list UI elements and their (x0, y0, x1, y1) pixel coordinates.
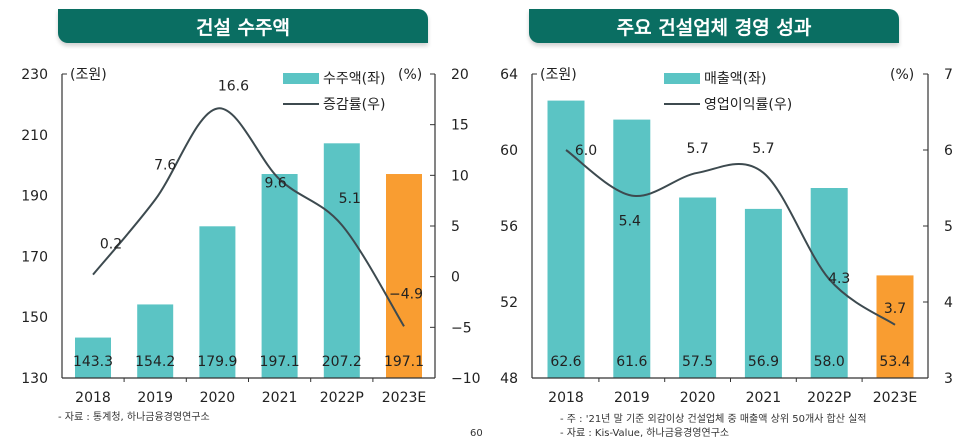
chart1-right-tick-label: 15 (451, 118, 469, 134)
chart1-source: - 자료 : 통계청, 하나금융경영연구소 (58, 412, 210, 423)
chart2-left-tick-label: 52 (500, 295, 518, 311)
chart2-note: - 주 : '21년 말 기준 외감이상 건설업체 중 매출액 상위 50개사 … (560, 414, 867, 425)
chart2-right-tick-label: 7 (944, 67, 953, 83)
chart2-line-value-label: 6.0 (575, 143, 597, 159)
chart2-right-tick-label: 5 (944, 219, 953, 235)
chart1-bar-value-label: 197.1 (260, 354, 300, 370)
chart2-line-series (565, 149, 896, 326)
chart1-left-tick-label: 170 (21, 249, 48, 265)
chart1-left-tick-label: 230 (21, 67, 48, 83)
chart2-left-unit-label: (조원) (540, 67, 577, 83)
chart2-left-tick-label: 64 (500, 67, 518, 83)
chart1-bar (137, 304, 174, 378)
chart1-bar-value-label: 179.9 (197, 354, 237, 370)
chart1-x-tick-label: 2021 (262, 390, 298, 406)
chart2-left-tick-label: 56 (500, 219, 518, 235)
chart2-x-tick-label: 2020 (680, 390, 716, 406)
chart2-right-unit-label: (%) (890, 67, 914, 83)
chart1-bar-value-label: 154.2 (135, 354, 175, 370)
chart1-line-value-label: 7.6 (154, 158, 176, 174)
chart2-line-value-label: 5.7 (686, 141, 708, 157)
chart2-line-value-label: 3.7 (884, 301, 906, 317)
chart2-right-tick-label: 4 (944, 295, 953, 311)
chart1-right-tick-label: 0 (451, 270, 460, 286)
chart1-left-tick-label: 190 (21, 189, 48, 205)
chart2-x-tick-label: 2023E (873, 390, 917, 406)
chart1-legend-bar-label: 수주액(좌) (323, 71, 385, 87)
chart2-bar-value-label: 57.5 (682, 354, 713, 370)
chart1-bar (261, 174, 298, 378)
chart2-title: 주요 건설업체 경영 성과 (529, 9, 899, 43)
chart2-right-tick-label: 3 (944, 371, 953, 387)
chart2-x-tick-label: 2022P (807, 390, 851, 406)
chart1-right-tick-label: −5 (451, 320, 472, 336)
chart1-x-tick-label: 2023E (382, 390, 426, 406)
chart1-left-tick-label: 210 (21, 128, 48, 144)
chart2-bar (810, 188, 848, 378)
chart2-bar (744, 208, 782, 378)
chart1-line-value-label: 16.6 (218, 78, 249, 94)
chart2-left-tick-label: 60 (500, 143, 518, 159)
chart2-bar-value-label: 61.6 (616, 354, 647, 370)
chart1-right-tick-label: −10 (451, 371, 481, 387)
chart1-bar (323, 143, 360, 378)
chart2-source: - 자료 : Kis-Value, 하나금융경영연구소 (560, 428, 730, 439)
chart2-bar-value-label: 56.9 (748, 354, 779, 370)
chart1-left-unit-label: (조원) (70, 67, 107, 83)
chart2-legend-bar-label: 매출액(좌) (704, 71, 766, 87)
chart1-bar-value-label: 207.2 (322, 354, 362, 370)
chart1-line-series (92, 107, 405, 327)
chart2-legend-bar-swatch (664, 73, 700, 84)
chart2-bar-value-label: 58.0 (814, 354, 845, 370)
chart1-left-tick-label: 150 (21, 310, 48, 326)
chart1-bar (75, 337, 111, 378)
chart1-line-value-label: 0.2 (100, 237, 122, 253)
chart1-legend-line-label: 증감률(우) (323, 97, 385, 113)
chart2-x-tick-label: 2021 (746, 390, 782, 406)
chart2-bar (613, 119, 651, 378)
chart2-line-value-label: 5.4 (619, 214, 641, 230)
chart2-left-tick-label: 48 (500, 371, 518, 387)
chart1-x-tick-label: 2022P (320, 390, 364, 406)
chart1-line-value-label: −4.9 (389, 286, 423, 302)
chart2-line-value-label: 5.7 (752, 141, 774, 157)
chart1-left-tick-label: 130 (21, 371, 48, 387)
chart2-bar (876, 275, 914, 378)
chart2-bar (547, 100, 585, 378)
chart2-bar-value-label: 62.6 (550, 354, 581, 370)
chart1-x-tick-label: 2020 (200, 390, 236, 406)
chart2-bar (679, 197, 717, 378)
chart2-x-tick-label: 2018 (548, 390, 584, 406)
page-number: 60 (470, 428, 483, 439)
chart2-legend-line-label: 영업이익률(우) (704, 97, 792, 113)
chart2-bar-value-label: 53.4 (879, 354, 910, 370)
chart1-bar (386, 174, 422, 378)
chart1-legend-bar-swatch (283, 73, 319, 84)
chart2-right-tick-label: 6 (944, 143, 953, 159)
chart1-bar-value-label: 197.1 (384, 354, 424, 370)
chart1-right-tick-label: 20 (451, 67, 469, 83)
chart1-line-value-label: 5.1 (339, 191, 361, 207)
chart1-line-value-label: 9.6 (264, 175, 286, 191)
chart1-title: 건설 수주액 (58, 9, 428, 43)
chart2-line-value-label: 4.3 (828, 271, 850, 287)
chart1-right-tick-label: 5 (451, 219, 460, 235)
chart2-x-tick-label: 2019 (614, 390, 650, 406)
chart1-x-tick-label: 2019 (137, 390, 173, 406)
chart1-right-tick-label: 10 (451, 168, 469, 184)
chart1-right-unit-label: (%) (398, 67, 422, 83)
chart1-bar (199, 226, 236, 378)
chart1-x-tick-label: 2018 (75, 390, 111, 406)
chart1-bar-value-label: 143.3 (73, 354, 113, 370)
